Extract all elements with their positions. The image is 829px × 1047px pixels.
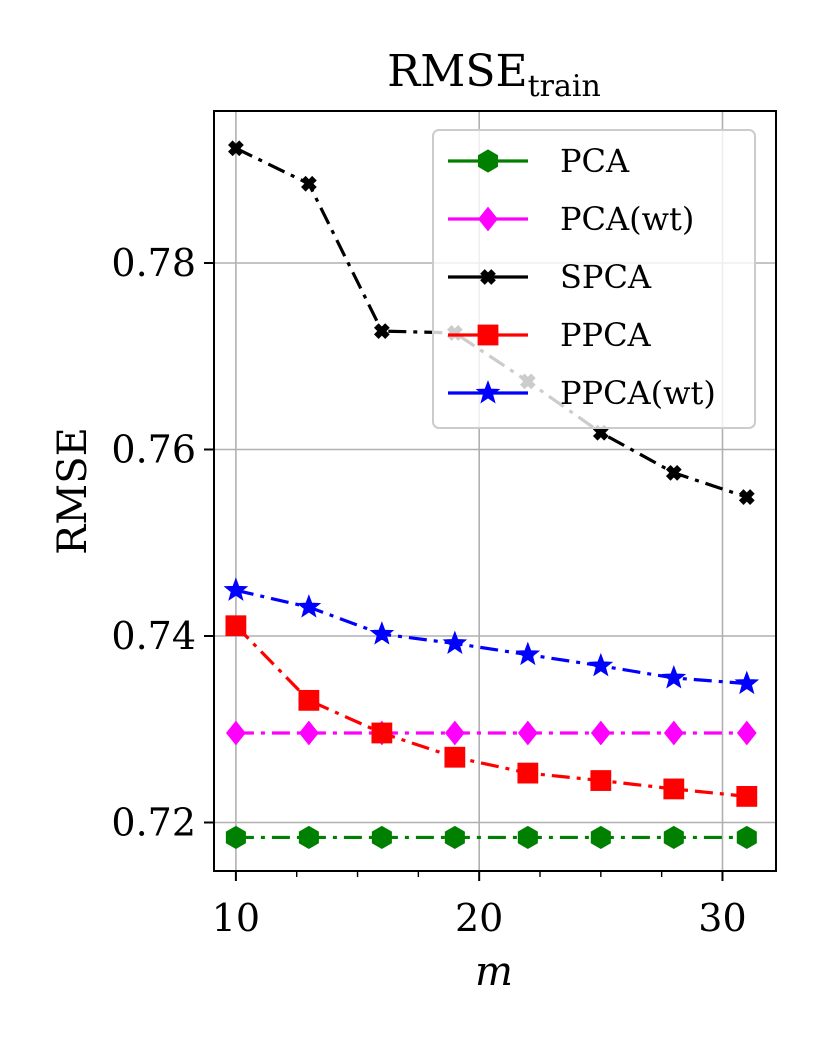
data-point-spca [665, 464, 682, 481]
data-point-pca-wt [226, 720, 246, 746]
y-axis-label: RMSE [50, 427, 96, 555]
y-tick-label: 0.78 [111, 241, 196, 285]
data-point-ppca [298, 689, 320, 711]
legend-entry-ppca: PPCA [448, 316, 652, 354]
data-point-ppca-wt [588, 652, 614, 677]
legend-label-pca-wt: PCA(wt) [560, 200, 694, 238]
data-point-pca [590, 825, 611, 850]
data-point-ppca-wt [369, 621, 395, 645]
data-point-pca-wt [590, 720, 611, 746]
plot-frame [213, 110, 777, 872]
data-point-ppca-wt [442, 630, 468, 654]
legend-entry-ppca-wt: PPCA(wt) [448, 374, 716, 412]
legend-label-ppca: PPCA [560, 316, 652, 354]
legend-marker-ppca [477, 324, 499, 346]
data-point-pca-wt [517, 720, 538, 746]
data-point-ppca-wt [223, 577, 249, 601]
data-point-ppca-wt [734, 670, 760, 695]
data-point-pca-wt [299, 720, 319, 746]
data-point-pca [444, 825, 465, 850]
data-point-pca-wt [444, 720, 465, 746]
series-pca [225, 825, 757, 850]
series-line-ppca-wt [235, 588, 747, 686]
x-tick-label: 30 [698, 896, 746, 940]
legend-marker-pca-wt [478, 206, 498, 232]
data-point-pca-wt [736, 720, 757, 746]
legend-label-ppca-wt: PPCA(wt) [560, 374, 716, 412]
data-point-pca-wt [663, 720, 684, 746]
legend-entry-spca: SPCA [448, 258, 652, 296]
data-point-pca [736, 825, 757, 850]
data-point-ppca [736, 785, 758, 807]
data-point-spca [373, 323, 390, 339]
legend-marker-pca [477, 149, 499, 173]
data-point-ppca [444, 746, 466, 768]
y-tick-label: 0.76 [111, 428, 196, 472]
data-point-spca [738, 489, 755, 505]
data-point-ppca-wt [296, 594, 322, 618]
legend-box [432, 129, 756, 429]
plot-series [223, 140, 760, 850]
chart-title: RMSEtrain [387, 46, 601, 104]
data-point-ppca [225, 615, 247, 637]
legend-marker-ppca-wt [475, 380, 501, 404]
data-point-ppca-wt [515, 641, 541, 666]
x-axis-label: m [475, 949, 513, 995]
chart-title-main: RMSE [387, 46, 527, 97]
legend-entry-pca-wt: PCA(wt) [448, 200, 694, 238]
legend-marker-spca [480, 269, 496, 285]
data-point-ppca [590, 770, 612, 791]
x-tick-label: 20 [455, 896, 503, 940]
legend: PCA PCA(wt) SPCA PPCA PPCA(wt) [432, 129, 756, 429]
axis-ticks: 10 20 30 0.72 0.74 0.76 0.78 [111, 241, 746, 940]
y-tick-label: 0.74 [111, 614, 196, 658]
series-ppca [225, 615, 758, 807]
data-point-pca [663, 825, 684, 850]
data-point-ppca [517, 762, 539, 784]
chart-title-subscript: train [528, 69, 601, 104]
legend-label-pca: PCA [560, 142, 630, 180]
x-tick-label: 10 [212, 896, 260, 940]
series-ppca-wt [223, 577, 760, 695]
data-point-pca [371, 825, 392, 850]
series-line-ppca [234, 624, 747, 798]
data-point-spca [300, 175, 317, 192]
data-point-ppca [371, 722, 393, 744]
data-point-ppca-wt [661, 664, 687, 689]
data-point-pca [517, 825, 538, 850]
legend-entry-pca: PCA [448, 142, 630, 180]
series-pca-wt [226, 720, 757, 746]
data-point-spca [228, 140, 244, 157]
legend-label-spca: SPCA [560, 258, 652, 296]
data-point-pca [298, 825, 319, 850]
data-point-pca [225, 825, 246, 850]
y-tick-label: 0.72 [111, 801, 196, 845]
data-point-ppca [663, 778, 685, 800]
